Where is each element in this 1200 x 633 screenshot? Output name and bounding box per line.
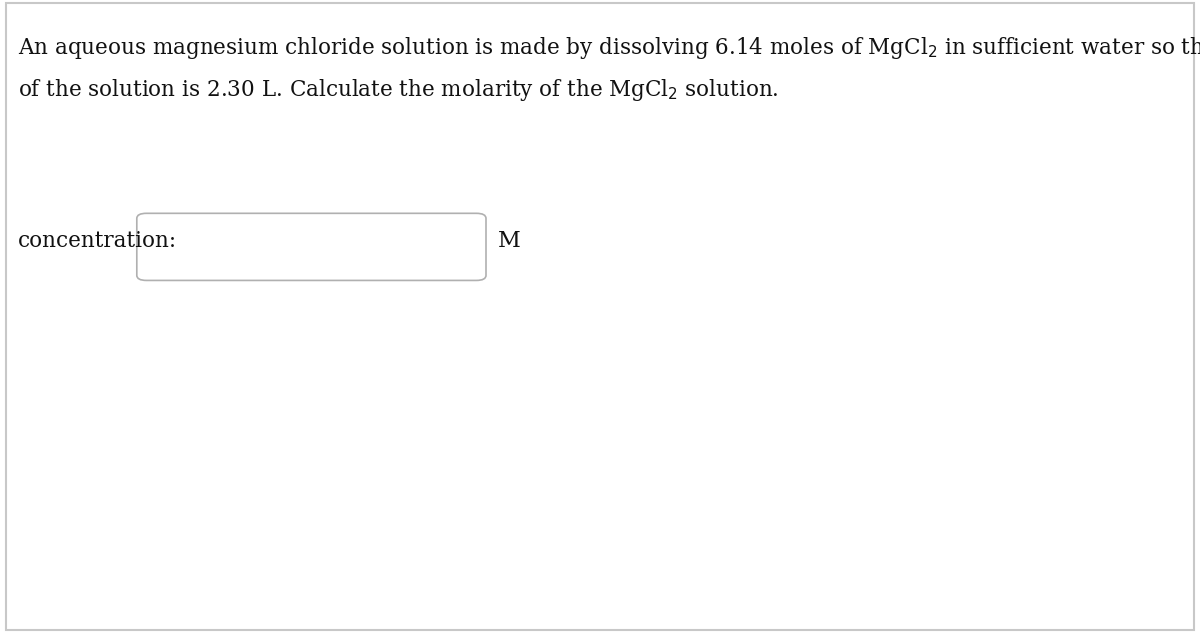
Text: M: M [498, 230, 521, 251]
Text: of the solution is 2.30 L. Calculate the molarity of the MgCl$_2$ solution.: of the solution is 2.30 L. Calculate the… [18, 77, 779, 103]
Text: An aqueous magnesium chloride solution is made by dissolving 6.14 moles of MgCl$: An aqueous magnesium chloride solution i… [18, 35, 1200, 61]
FancyBboxPatch shape [137, 213, 486, 280]
Text: concentration:: concentration: [18, 230, 178, 251]
